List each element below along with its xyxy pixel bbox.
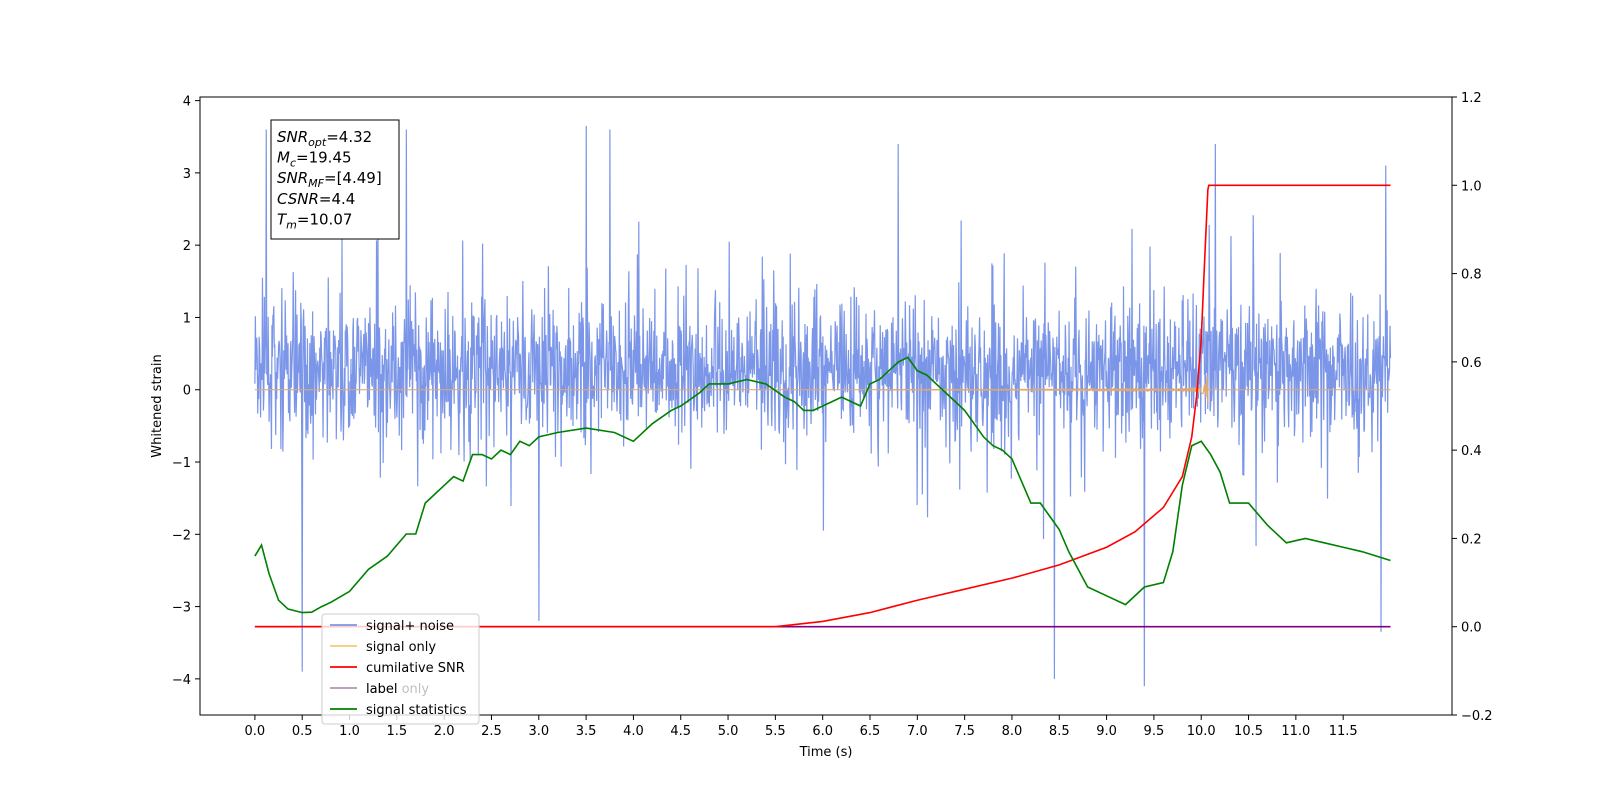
series-cumilative-snr-line [254, 184, 1391, 628]
series-signal-statistics-line [254, 356, 1391, 614]
y2-tick-label: 0.4 [1461, 444, 1482, 459]
x-tick-label: 10.5 [1234, 724, 1263, 739]
x-tick-label: 0.0 [245, 724, 266, 739]
x-tick-label: 11.5 [1329, 724, 1358, 739]
legend-item-cumilative-snr: cumilative SNR [330, 661, 465, 676]
legend-label: signal statistics [366, 703, 467, 718]
x-tick-label: 6.5 [860, 724, 881, 739]
y-tick-label: 0 [183, 384, 191, 399]
x-tick-label: 0.5 [292, 724, 313, 739]
x-tick-label: 3.5 [576, 724, 597, 739]
stats-line: CSNR=4.4 [277, 190, 355, 208]
y-axis-right: −0.2 0.0 0.2 0.4 0.6 0.8 1.0 1.2 [1452, 91, 1493, 724]
y-tick-label: 2 [183, 239, 191, 254]
x-tick-label: 5.0 [718, 724, 739, 739]
y2-tick-label: 0.2 [1461, 532, 1482, 547]
legend-item-signal-noise: signal+ noise [330, 619, 454, 634]
legend-label: cumilative SNR [366, 661, 465, 676]
x-tick-label: 9.0 [1096, 724, 1117, 739]
stats-line: SNRMF=[4.49] [277, 169, 382, 190]
legend: signal+ noise signal only cumilative SNR la… [321, 613, 480, 725]
y2-tick-label: 0.8 [1461, 268, 1482, 283]
legend-label: signal+ noise [366, 619, 454, 634]
legend-item-signal-only: signal only [330, 640, 436, 655]
x-tick-label: 9.5 [1144, 724, 1165, 739]
x-tick-label: 1.0 [339, 724, 360, 739]
x-tick-label: 11.0 [1281, 724, 1310, 739]
y-tick-label: 3 [183, 167, 191, 182]
stats-line: Mc=19.45 [277, 149, 352, 170]
x-tick-label: 4.0 [623, 724, 644, 739]
x-tick-label: 5.5 [765, 724, 786, 739]
series-signal-only-line [254, 375, 1391, 405]
y-tick-label: 1 [183, 311, 191, 326]
x-tick-label: 6.0 [812, 724, 833, 739]
x-tick-label: 2.0 [434, 724, 455, 739]
legend-item-signal-statistics: signal statistics [330, 703, 467, 718]
x-tick-label: 4.5 [670, 724, 691, 739]
y2-tick-label: 1.0 [1461, 179, 1482, 194]
y2-tick-label: 0.0 [1461, 621, 1482, 636]
x-axis-label: Time (s) [799, 745, 853, 760]
legend-item-label-only: label only [330, 682, 429, 697]
y2-tick-label: 0.6 [1461, 356, 1482, 371]
y-tick-label: 4 [183, 95, 191, 110]
legend-label: label [366, 682, 397, 697]
y2-tick-label: −0.2 [1461, 709, 1493, 724]
y-tick-label: −2 [172, 528, 191, 543]
legend-label: signal only [366, 640, 436, 655]
x-tick-label: 2.5 [481, 724, 502, 739]
x-tick-label: 8.5 [1049, 724, 1070, 739]
x-tick-label: 8.0 [1002, 724, 1023, 739]
series-signal-noise-line [254, 125, 1392, 687]
x-tick-label: 10.0 [1187, 724, 1216, 739]
stats-line: Tm=10.07 [277, 210, 352, 231]
x-tick-label: 7.0 [907, 724, 928, 739]
x-tick-label: 7.5 [954, 724, 975, 739]
x-tick-label: 1.5 [386, 724, 407, 739]
y-axis-label: Whitened strain [150, 354, 165, 457]
y-axis-left: −4 −3 −2 −1 0 1 2 3 4 [172, 95, 200, 688]
y-tick-label: −4 [172, 673, 191, 688]
plot-frame [199, 96, 1453, 716]
y-tick-label: −3 [172, 601, 191, 616]
legend-label: label only [366, 682, 429, 697]
y2-tick-label: 1.2 [1461, 91, 1482, 106]
x-axis: 0.0 0.5 1.0 1.5 2.0 2.5 3.0 3.5 4.0 4.5 5.0 5.5 6.0 6… [245, 715, 1358, 739]
series-layer [254, 125, 1392, 687]
y-tick-label: −1 [172, 456, 191, 471]
x-tick-label: 3.0 [528, 724, 549, 739]
stats-line: SNRopt=4.32 [277, 128, 372, 149]
